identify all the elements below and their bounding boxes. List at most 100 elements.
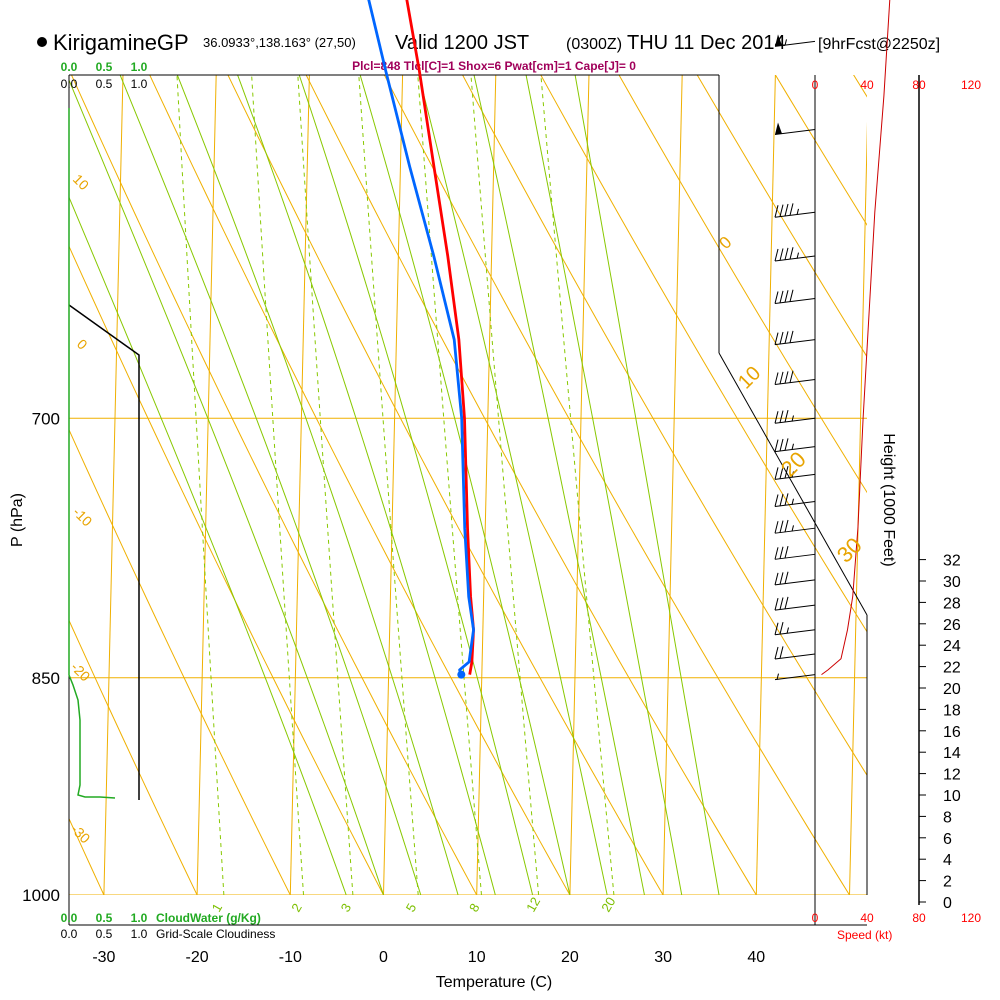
isotherm-label: 10: [70, 171, 92, 193]
temperature-axis: -30 -20 -10 0 10 20 30 40: [92, 949, 765, 966]
temperature-tick-label: -20: [186, 949, 209, 966]
isotherms: [103, 75, 867, 895]
height-tick-label: 8: [943, 809, 952, 826]
isotherm-label: 0: [715, 233, 735, 253]
temperature-line: [405, 0, 475, 675]
cloud-water-tick-label: 1.0: [131, 60, 148, 74]
frame-right-diagonal: [718, 352, 868, 616]
wind-barb: [774, 493, 816, 508]
isotherm-line: [383, 75, 404, 895]
moist-adiabat-line: [237, 75, 496, 895]
temperature-tick-label: -30: [92, 949, 115, 966]
dry-adiabat-line: [774, 75, 867, 226]
station-bullet-icon: [37, 37, 47, 47]
moist-adiabat-line: [176, 75, 459, 895]
mixing-ratio-label: 2: [288, 901, 305, 915]
mixing-ratio-label: 3: [338, 901, 355, 915]
isotherm-line: [755, 75, 776, 895]
moist-adiabat-line: [69, 78, 384, 895]
moist-adiabat-line: [119, 75, 422, 895]
speed-axis-top: 0 40 80 120: [812, 78, 982, 92]
height-tick-label: 4: [943, 852, 952, 869]
isotherm-line: [662, 75, 683, 895]
speed-tick-label: 80: [912, 911, 926, 925]
wind-barb: [774, 34, 816, 47]
dry-adiabat-line: [536, 0, 1000, 960]
wind-barb: [774, 646, 816, 660]
dry-adiabat-line: [462, 75, 867, 777]
cloud-water-tick-label: 1.0: [131, 911, 148, 925]
mixing-ratio-label: 8: [466, 901, 483, 915]
isotherm-line: [569, 75, 590, 895]
mixing-ratio-line: [470, 75, 540, 895]
station-coords: 36.0933°,138.163° (27,50): [203, 35, 356, 50]
height-tick-label: 10: [943, 788, 961, 805]
moist-adiabats: [69, 75, 720, 895]
speed-tick-label: 40: [860, 911, 874, 925]
mixing-ratio-label: 12: [523, 894, 543, 914]
forecast-info: [9hrFcst@2250z]: [818, 36, 940, 53]
height-axis-label: Height (1000 Feet): [880, 433, 897, 566]
moist-adiabat-line: [298, 75, 534, 895]
cloudiness-tick-label: 1.0: [131, 77, 148, 91]
dry-adiabats: [0, 0, 1000, 960]
cloudiness-tick-label: 0.5: [96, 77, 113, 91]
wind-barb: [774, 466, 816, 480]
dry-adiabat-line: [305, 75, 757, 895]
temperature-tick-label: 0: [379, 949, 388, 966]
dry-adiabat-line: [0, 0, 40, 960]
mixing-ratio-line: [251, 75, 305, 895]
moist-adiabat-line: [473, 75, 645, 895]
pressure-axis-label: P (hPa): [9, 493, 26, 547]
height-tick-label: 22: [943, 660, 961, 677]
sounding-parameters: Plcl=848 Tlcl[C]=1 Shox=6 Pwat[cm]=1 Cap…: [352, 59, 636, 73]
valid-date: THU 11 Dec 2014: [627, 32, 786, 54]
height-tick-label: 32: [943, 553, 961, 570]
speed-tick-label: 80: [912, 78, 926, 92]
pressure-tick-label: 700: [32, 409, 60, 428]
dry-adiabat-line: [696, 75, 867, 358]
wind-barb: [774, 330, 816, 346]
cloud-water-label: CloudWater (g/Kg): [156, 911, 261, 925]
cloudiness-tick-label: 0.5: [96, 927, 113, 941]
dry-adiabat-line: [69, 428, 291, 895]
height-tick-label: 30: [943, 574, 961, 591]
dry-adiabat-line: [414, 0, 1000, 960]
cloudiness-tick-label: 0.0: [61, 927, 78, 941]
dry-adiabat-line: [352, 0, 1000, 960]
moist-adiabat-line: [574, 75, 720, 895]
cloud-axis-bottom: 0.0 0.0 0.5 0.5 1.0 1.0: [61, 911, 148, 941]
dry-adiabat-line: [149, 75, 571, 895]
height-tick-label: 26: [943, 617, 961, 634]
speed-axis-bottom: 0 40 80 120: [812, 911, 982, 925]
height-tick-label: 14: [943, 745, 961, 762]
isotherm-label: -10: [70, 504, 96, 530]
wind-speed-line: [821, 0, 891, 676]
wind-barb: [774, 596, 816, 611]
speed-axis-label: Speed (kt): [837, 928, 892, 942]
isotherm-line: [289, 75, 310, 895]
cloud-axis-top: 0.0 0.0 0.5 0.5 1.0 1.0: [61, 60, 148, 91]
height-tick-label: 20: [943, 681, 961, 698]
moist-adiabat-line: [359, 75, 571, 895]
isobars: [69, 417, 867, 895]
cloud-water-tick-label: 0.5: [96, 911, 113, 925]
wind-barb: [774, 203, 816, 218]
plot-area: [0, 0, 1000, 960]
dry-adiabat-line: [69, 245, 385, 895]
cloud-water-profile: [68, 108, 116, 799]
cloud-water-tick-label: 0.5: [96, 60, 113, 74]
cloud-water-tick-label: 0.0: [61, 60, 78, 74]
dry-adiabat-line: [383, 75, 851, 895]
moist-adiabat-line: [418, 75, 608, 895]
height-tick-label: 18: [943, 702, 961, 719]
isotherm-line: [103, 75, 124, 895]
dry-adiabat-line: [70, 75, 478, 895]
dry-adiabat-line: [540, 75, 867, 633]
wind-barb: [774, 519, 816, 534]
wind-barb: [774, 289, 816, 304]
dry-adiabat-line: [69, 619, 198, 895]
height-tick-label: 28: [943, 595, 961, 612]
